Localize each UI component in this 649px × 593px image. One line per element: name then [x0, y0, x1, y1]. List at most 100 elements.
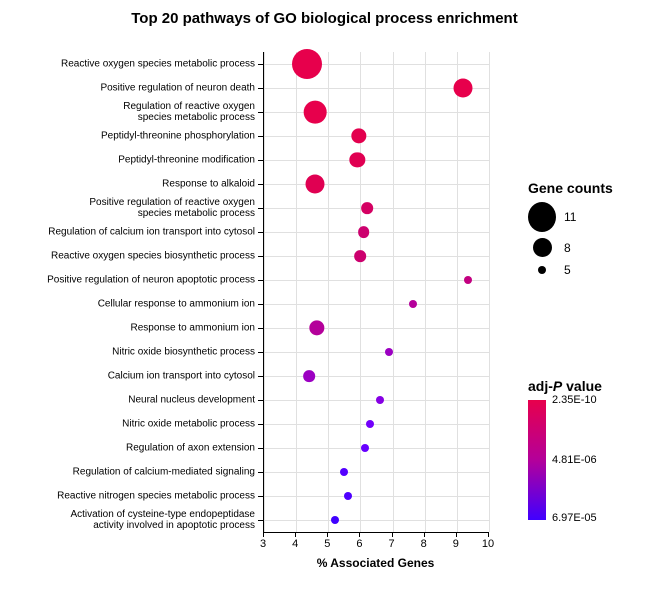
- y-tick-mark: [258, 328, 263, 329]
- data-point: [351, 128, 366, 143]
- y-category-label: Positive regulation of neuron apoptotic …: [0, 275, 255, 286]
- gridline-horizontal: [264, 136, 489, 137]
- data-point: [464, 276, 472, 284]
- data-point: [409, 300, 417, 308]
- y-category-label: Reactive oxygen species metabolic proces…: [0, 59, 255, 70]
- plot-area: [263, 52, 489, 533]
- legend-color-italic: P: [553, 378, 562, 394]
- y-tick-mark: [258, 64, 263, 65]
- data-point: [344, 492, 352, 500]
- gridline-vertical: [296, 52, 297, 532]
- gridline-vertical: [360, 52, 361, 532]
- y-tick-mark: [258, 496, 263, 497]
- y-category-label: Reactive oxygen species biosynthetic pro…: [0, 251, 255, 262]
- y-category-label: Positive regulation of neuron death: [0, 83, 255, 94]
- y-tick-mark: [258, 400, 263, 401]
- legend-gene-counts: Gene counts 11 8 5: [528, 180, 613, 277]
- y-tick-mark: [258, 352, 263, 353]
- x-axis-title: % Associated Genes: [317, 556, 435, 570]
- legend-color-prefix: adj-: [528, 378, 553, 394]
- y-tick-mark: [258, 160, 263, 161]
- gridline-horizontal: [264, 256, 489, 257]
- gridline-vertical: [425, 52, 426, 532]
- y-tick-mark: [258, 88, 263, 89]
- data-point: [361, 202, 373, 214]
- data-point: [331, 516, 339, 524]
- legend-color-title: adj-P value: [528, 378, 602, 394]
- y-tick-mark: [258, 184, 263, 185]
- gridline-horizontal: [264, 520, 489, 521]
- chart-title: Top 20 pathways of GO biological process…: [0, 10, 649, 27]
- data-point: [376, 396, 384, 404]
- x-tick-label: 8: [421, 538, 427, 550]
- data-point: [303, 370, 315, 382]
- x-tick-mark: [263, 532, 264, 537]
- y-tick-mark: [258, 208, 263, 209]
- gridline-horizontal: [264, 424, 489, 425]
- y-category-label: Regulation of calcium-mediated signaling: [0, 467, 255, 478]
- color-bar-bottom-label: 6.97E-05: [552, 512, 597, 524]
- data-point: [304, 101, 327, 124]
- data-point: [306, 175, 325, 194]
- data-point: [340, 468, 348, 476]
- legend-size-item: 5: [528, 263, 613, 277]
- y-category-label: Response to alkaloid: [0, 179, 255, 190]
- gridline-vertical: [393, 52, 394, 532]
- x-tick-label: 10: [482, 538, 494, 550]
- gridline-horizontal: [264, 208, 489, 209]
- data-point: [355, 250, 367, 262]
- y-category-label: Response to ammonium ion: [0, 323, 255, 334]
- x-tick-label: 9: [453, 538, 459, 550]
- x-tick-mark: [392, 532, 393, 537]
- x-tick-label: 6: [356, 538, 362, 550]
- data-point: [358, 226, 370, 238]
- y-category-label: Regulation of calcium ion transport into…: [0, 227, 255, 238]
- gridline-horizontal: [264, 304, 489, 305]
- x-tick-mark: [327, 532, 328, 537]
- data-point: [454, 79, 473, 98]
- data-point: [309, 320, 324, 335]
- legend-size-item: 8: [528, 238, 613, 257]
- x-tick-label: 3: [260, 538, 266, 550]
- data-point: [361, 444, 369, 452]
- y-tick-mark: [258, 376, 263, 377]
- y-category-label: Regulation of reactive oxygen species me…: [0, 101, 255, 123]
- y-category-label: Activation of cysteine-type endopeptidas…: [0, 509, 255, 531]
- y-tick-mark: [258, 472, 263, 473]
- y-tick-mark: [258, 304, 263, 305]
- x-tick-mark: [295, 532, 296, 537]
- y-tick-mark: [258, 280, 263, 281]
- x-tick-mark: [456, 532, 457, 537]
- gridline-horizontal: [264, 352, 489, 353]
- y-tick-mark: [258, 136, 263, 137]
- y-tick-mark: [258, 448, 263, 449]
- gridline-horizontal: [264, 448, 489, 449]
- gridline-horizontal: [264, 280, 489, 281]
- legend-adj-p-value: adj-P value 2.35E-10 4.81E-06 6.97E-05: [528, 378, 602, 520]
- data-point: [366, 420, 374, 428]
- color-bar-top-label: 2.35E-10: [552, 394, 597, 406]
- gridline-horizontal: [264, 328, 489, 329]
- gridline-horizontal: [264, 184, 489, 185]
- gridline-vertical: [457, 52, 458, 532]
- y-category-label: Reactive nitrogen species metabolic proc…: [0, 491, 255, 502]
- y-tick-mark: [258, 256, 263, 257]
- legend-size-title: Gene counts: [528, 180, 613, 196]
- legend-size-label: 5: [564, 263, 571, 277]
- x-tick-label: 5: [324, 538, 330, 550]
- y-category-label: Neural nucleus development: [0, 395, 255, 406]
- x-tick-label: 7: [389, 538, 395, 550]
- data-point: [350, 152, 365, 167]
- y-category-label: Regulation of axon extension: [0, 443, 255, 454]
- data-point: [292, 49, 322, 79]
- legend-size-circle: [538, 266, 546, 274]
- gridline-vertical: [264, 52, 265, 532]
- color-bar: [528, 400, 546, 520]
- x-tick-mark: [424, 532, 425, 537]
- legend-size-label: 11: [564, 210, 576, 224]
- gridline-vertical: [328, 52, 329, 532]
- y-category-label: Peptidyl-threonine phosphorylation: [0, 131, 255, 142]
- x-tick-mark: [359, 532, 360, 537]
- gridline-vertical: [489, 52, 490, 532]
- y-tick-mark: [258, 232, 263, 233]
